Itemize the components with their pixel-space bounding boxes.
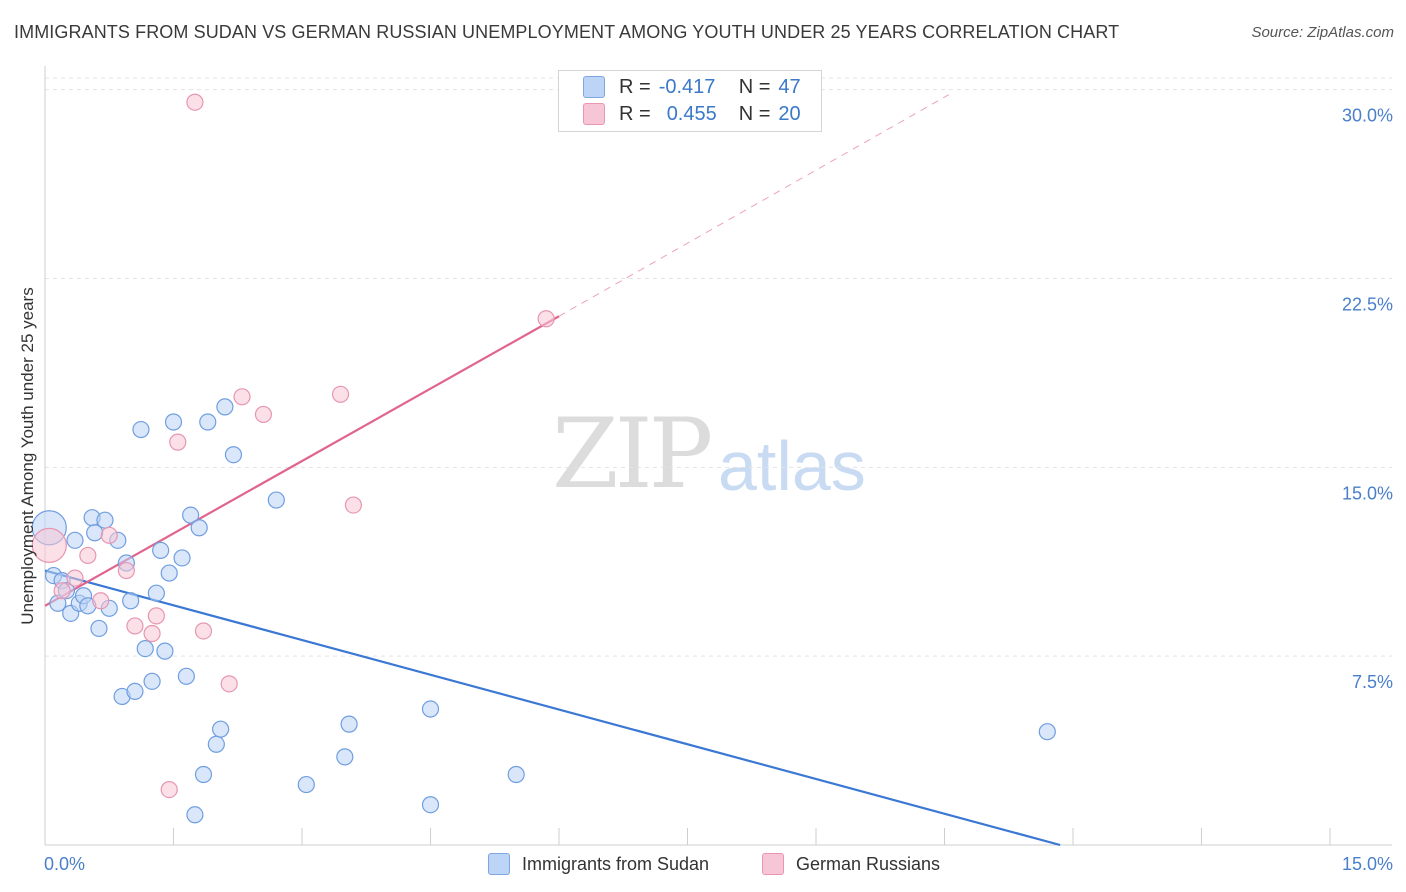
sudan-point [507,765,525,784]
bottom-legend-label: Immigrants from Sudan [522,853,710,874]
sudan-point [173,549,191,567]
bottom-legend-label: German Russians [796,853,941,874]
sudan-point [199,413,217,431]
sudan-point [177,667,195,685]
sudan-point [216,398,234,416]
german-russian-point [537,310,555,328]
german-russian-point [160,781,178,799]
points-layer [31,93,1056,824]
legend-r-label: R = [619,102,651,125]
legend-row-german-russians: R = 0.455 N = 20 [559,100,801,128]
sudan-point [90,619,108,638]
y-tick-label: 30.0% [1342,106,1393,126]
bottom-legend-german-russians: German Russians [762,852,940,876]
y-tick-label: 22.5% [1342,294,1393,314]
german-russian-point [100,526,118,544]
german-russian-point [254,405,273,424]
x-tick-label: 0.0% [44,854,85,874]
grid-layer [45,77,1392,657]
sudan-point [207,735,225,753]
sudan-point [297,775,315,794]
sudan-point [421,796,440,814]
sudan-point [122,592,140,610]
sudan-point [224,446,243,464]
blue-swatch-icon [583,76,605,98]
sudan-point [212,720,230,738]
source-credit: Source: ZipAtlas.com [1251,24,1394,41]
legend-n-label: N = [738,102,771,125]
sudan-point [156,642,174,660]
x-tick-label: 15.0% [1342,854,1393,874]
german-russian-point [220,675,238,693]
sudan-point [1038,723,1056,741]
german-russian-point [143,624,161,643]
legend-r-value: -0.417 [658,75,716,98]
german-russian-point [31,527,67,563]
german-russian-point [53,582,71,600]
pink-swatch-icon [762,853,784,875]
german-russian-trend-extension [558,94,950,317]
legend-n-value: 20 [778,102,801,125]
sudan-point [340,715,358,733]
chart-title: IMMIGRANTS FROM SUDAN VS GERMAN RUSSIAN … [14,22,1120,42]
legend-r-value: 0.455 [666,102,717,125]
y-axis-label: Unemployment Among Youth under 25 years [18,287,37,625]
german-russian-point [331,385,350,403]
german-russian-point [147,607,165,625]
sudan-point [136,640,154,658]
axis-layer [44,66,1392,846]
sudan-point [190,519,208,537]
sudan-point [66,531,84,549]
sudan-point [126,682,144,701]
bottom-legend-sudan: Immigrants from Sudan [488,852,709,876]
sudan-point [186,806,204,824]
sudan-trend-line [44,569,1061,847]
blue-swatch-icon [488,853,510,875]
german-russian-point [344,496,362,514]
german-russian-point [66,569,84,587]
german-russian-point [233,388,251,406]
sudan-point [96,511,114,529]
sudan-point [194,765,213,784]
legend-n-value: 47 [778,75,801,98]
sudan-point [152,541,170,560]
sudan-point [147,584,165,602]
sudan-point [336,748,354,766]
german-russian-point [79,546,97,565]
sudan-point [267,491,285,509]
watermark-zip: ZIP [552,398,713,510]
y-tick-label: 7.5% [1352,672,1393,692]
legend-n-label: N = [738,75,771,98]
german-russian-point [169,433,187,451]
y-tick-label: 15.0% [1342,483,1393,503]
sudan-point [160,564,178,582]
sudan-point [143,672,161,690]
sudan-point [132,420,150,439]
german-russian-point [92,592,110,610]
sudan-point [182,506,200,524]
watermark-atlas: atlas [718,427,866,505]
trend-layer [44,94,1061,847]
legend-r-label: R = [619,75,651,98]
tick-label-layer: 7.5% 15.0% 22.5% 30.0% 0.0% 15.0% [44,106,1393,874]
german-russian-point [186,93,204,111]
legend-row-sudan: R = -0.417 N = 47 [559,73,801,101]
pink-swatch-icon [583,103,605,125]
sudan-point [164,413,183,431]
german-russian-point [194,622,213,640]
german-russian-point [126,617,144,635]
correlation-legend: R = -0.417 N = 47 R = 0.455 N = 20 [558,70,822,132]
sudan-point [421,700,440,718]
german-russian-point [117,561,135,580]
